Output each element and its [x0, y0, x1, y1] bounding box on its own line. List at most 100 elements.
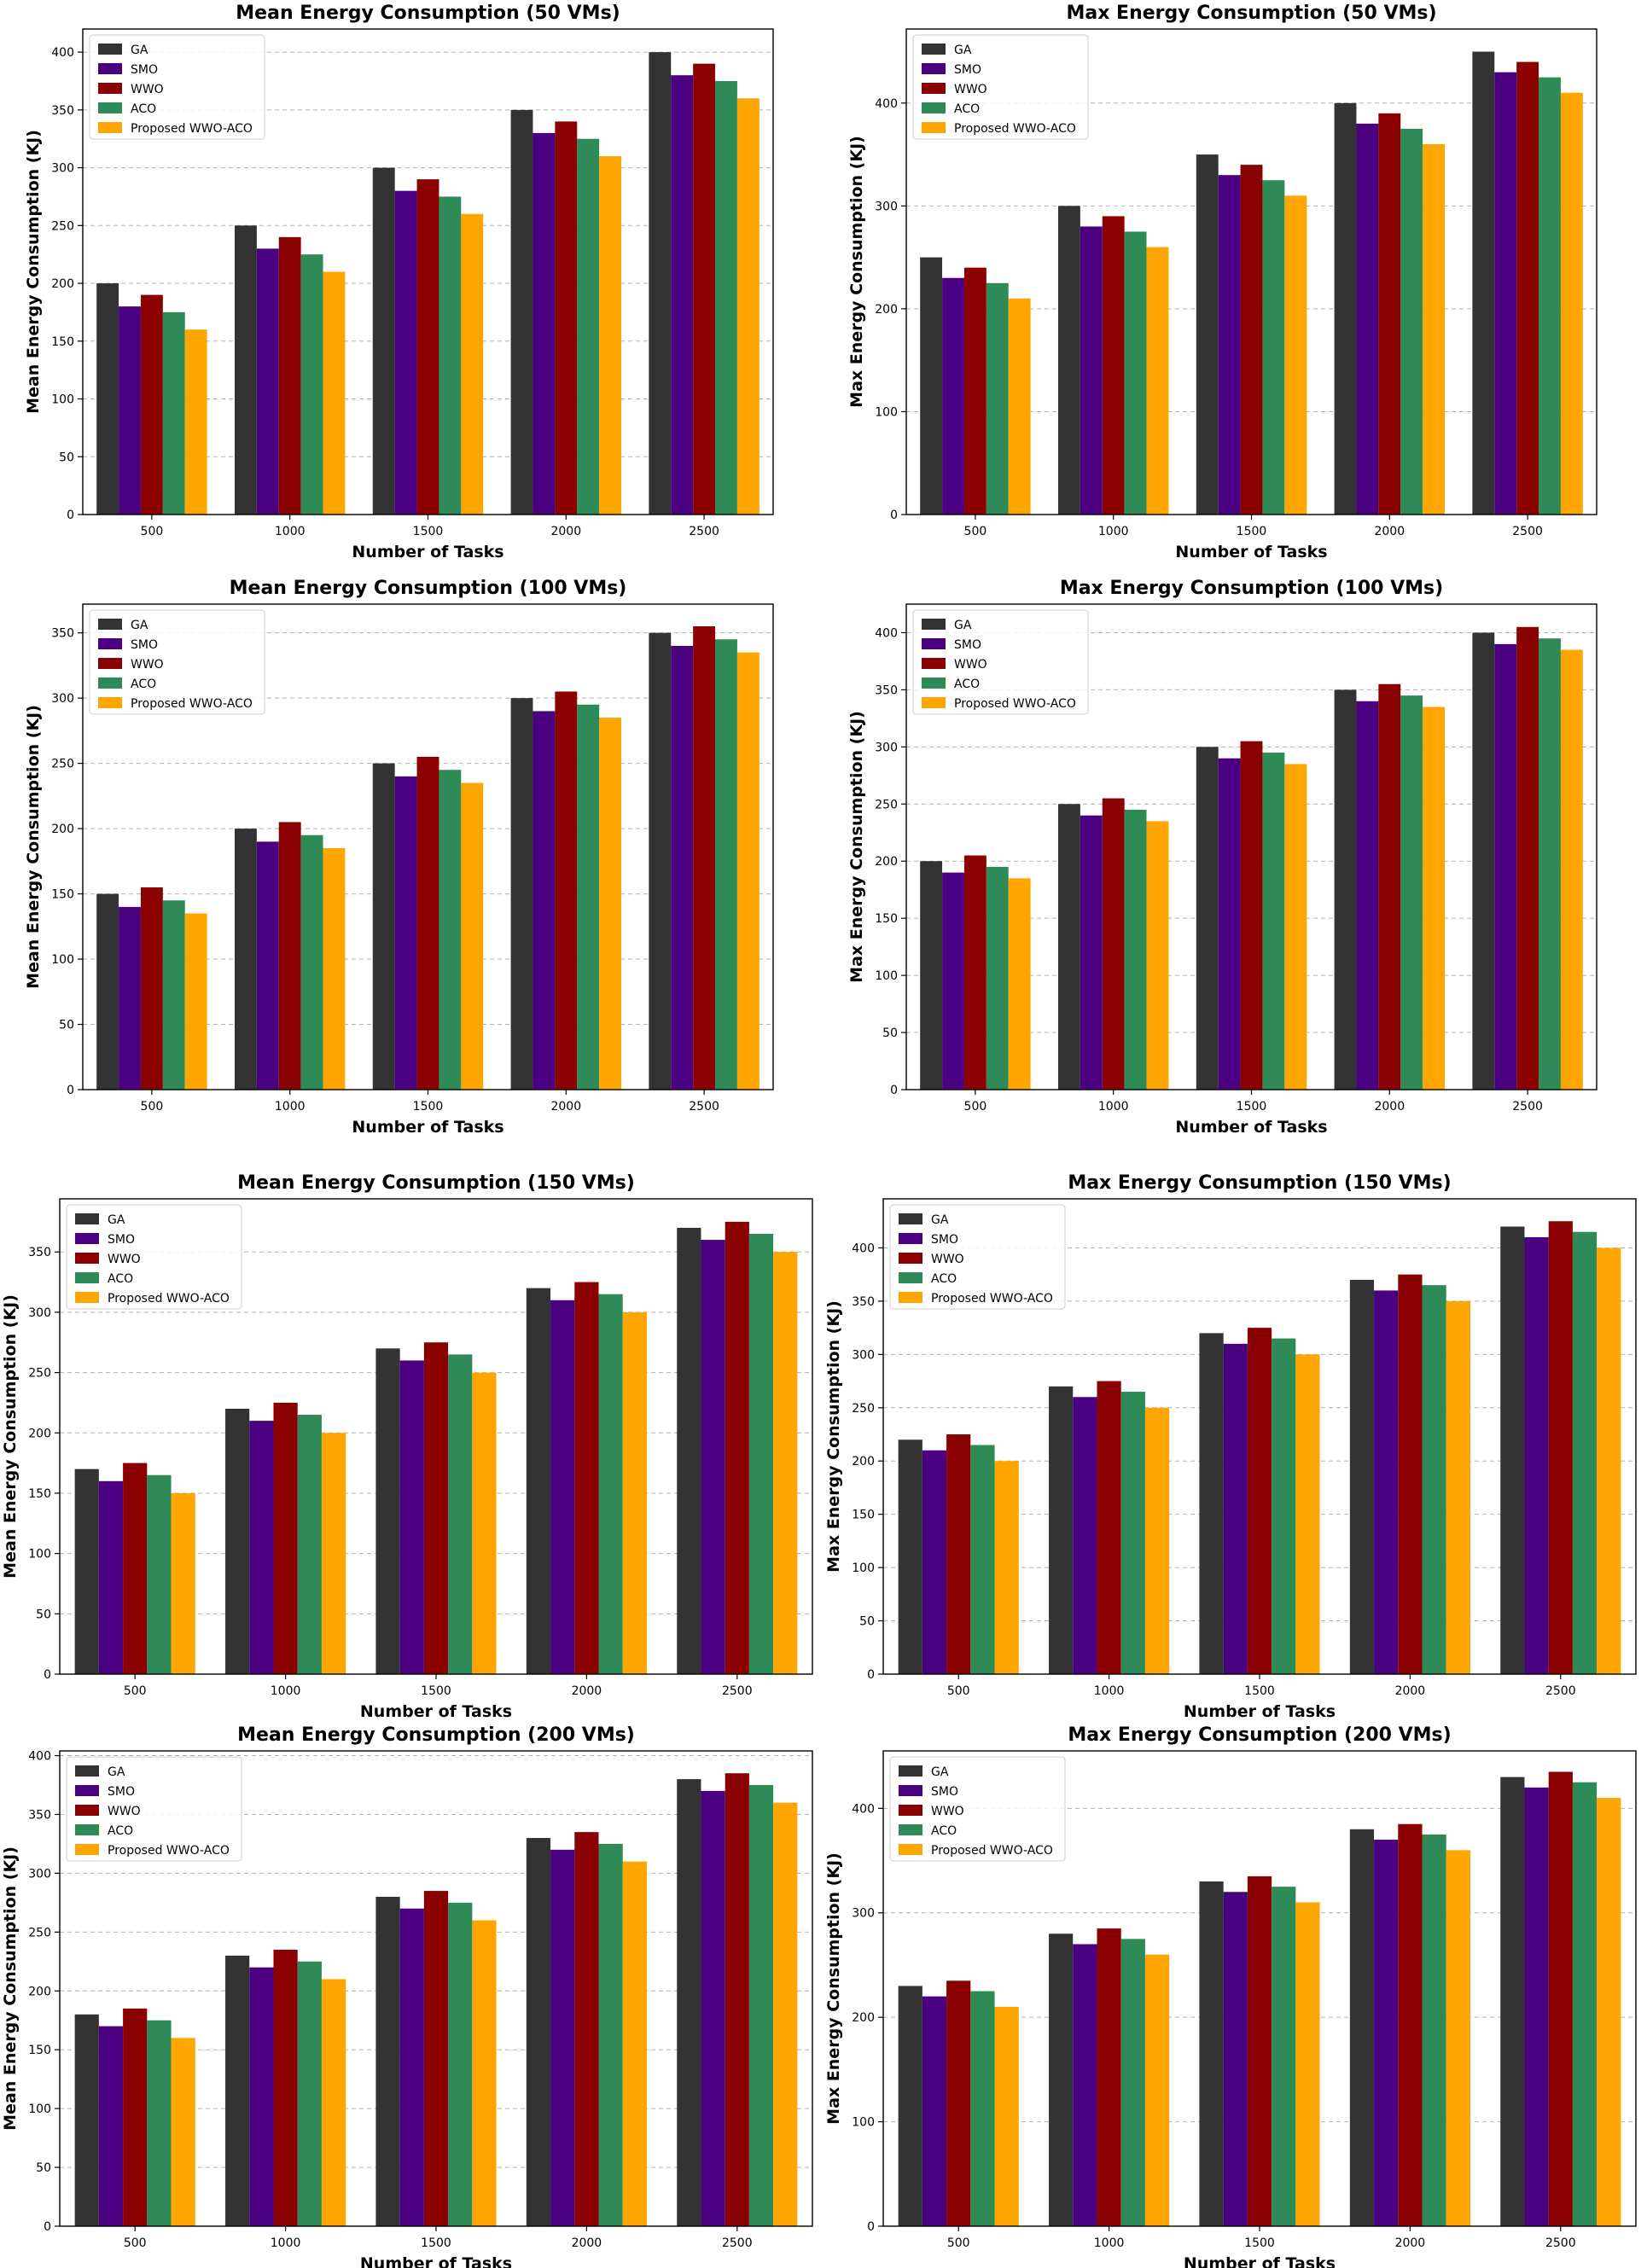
legend-label: GA	[108, 1765, 125, 1779]
bar-ga-500: GA: 170	[74, 1468, 99, 1674]
bar-wwo-2500: WWO: 425	[1548, 1221, 1573, 1674]
x-tick-label: 1500	[1237, 525, 1267, 538]
y-tick-label: 0	[67, 509, 74, 522]
y-tick-label: 100	[852, 2116, 875, 2130]
y-tick-label: 250	[28, 1367, 51, 1381]
bar-wwo-1500: WWO: 255	[416, 756, 439, 1090]
x-tick-label: 2500	[1545, 2236, 1576, 2250]
y-tick-label: 350	[28, 1246, 51, 1259]
bar-proposed-wwo-aco-1500: Proposed WWO-ACO: 310	[1295, 1902, 1320, 2226]
bar-wwo-500: WWO: 235	[946, 1980, 971, 2226]
legend-swatch	[899, 1253, 922, 1264]
legend-label: ACO	[131, 102, 156, 116]
bar-proposed-wwo-aco-1000: Proposed WWO-ACO: 200	[321, 1433, 346, 1674]
bar-ga-500: GA: 200	[920, 861, 943, 1090]
legend-swatch	[75, 1233, 99, 1244]
legend-swatch	[899, 1765, 922, 1777]
legend-swatch	[98, 638, 122, 649]
bar-ga-1500: GA: 330	[1199, 1881, 1224, 2226]
bar-smo-500: SMO: 180	[119, 306, 141, 515]
bar-proposed-wwo-aco-500: Proposed WWO-ACO: 160	[171, 2038, 195, 2226]
legend-swatch	[75, 1292, 99, 1303]
bar-smo-1000: SMO: 230	[256, 248, 279, 515]
legend-label: WWO	[931, 1253, 964, 1266]
y-tick-label: 150	[852, 1509, 875, 1522]
bar-ga-1500: GA: 270	[375, 1348, 400, 1674]
legend-label: WWO	[954, 658, 987, 672]
x-tick-label: 2000	[1395, 2236, 1426, 2250]
x-axis-label: Number of Tasks	[1175, 543, 1327, 561]
legend-swatch	[922, 658, 946, 669]
x-tick-label: 1000	[1098, 525, 1129, 538]
y-tick-label: 50	[36, 2161, 51, 2175]
y-tick-label: 0	[67, 1084, 74, 1097]
legend-label: SMO	[954, 63, 981, 77]
chart-title: Mean Energy Consumption (200 VMs)	[237, 1724, 635, 1746]
y-tick-label: 400	[28, 1750, 51, 1764]
chart-title: Max Energy Consumption (100 VMs)	[1060, 578, 1443, 599]
y-tick-label: 300	[852, 1907, 875, 1921]
legend-label: Proposed WWO-ACO	[954, 697, 1076, 711]
x-tick-label: 1500	[421, 1684, 451, 1698]
x-tick-label: 2500	[1512, 1100, 1543, 1114]
bar-wwo-1000: WWO: 285	[1097, 1928, 1121, 2226]
bar-proposed-wwo-aco-1500: Proposed WWO-ACO: 310	[1284, 195, 1307, 515]
x-tick-label: 2000	[1395, 1684, 1426, 1698]
legend-swatch	[899, 1213, 922, 1224]
bar-wwo-1500: WWO: 335	[1247, 1875, 1272, 2226]
legend-swatch	[922, 63, 946, 74]
bar-ga-2000: GA: 300	[510, 698, 533, 1090]
x-tick-label: 500	[947, 2236, 970, 2250]
bar-ga-1000: GA: 230	[225, 1955, 250, 2226]
legend-swatch	[922, 44, 946, 55]
bar-proposed-wwo-aco-1500: Proposed WWO-ACO: 250	[472, 1372, 497, 1674]
bar-smo-2500: SMO: 430	[1494, 72, 1517, 515]
bar-ga-1000: GA: 220	[225, 1408, 250, 1674]
y-tick-label: 0	[867, 1668, 875, 1682]
legend-label: Proposed WWO-ACO	[931, 1844, 1053, 1858]
bar-wwo-500: WWO: 240	[963, 267, 986, 515]
legend-label: Proposed WWO-ACO	[131, 122, 253, 136]
bar-smo-500: SMO: 170	[98, 2026, 124, 2226]
y-tick-label: 350	[852, 1295, 875, 1309]
bar-aco-2500: ACO: 425	[1539, 77, 1561, 515]
bar-smo-2000: SMO: 320	[550, 1849, 575, 2226]
bar-smo-1500: SMO: 280	[394, 190, 417, 515]
bar-ga-1500: GA: 300	[372, 167, 395, 515]
bar-aco-2500: ACO: 395	[1539, 638, 1561, 1090]
legend-swatch	[899, 1844, 922, 1855]
bar-proposed-wwo-aco-2000: Proposed WWO-ACO: 310	[599, 156, 622, 515]
bar-aco-2000: ACO: 345	[1400, 695, 1423, 1090]
legend-label: SMO	[931, 1785, 958, 1799]
x-tick-label: 1000	[271, 1684, 301, 1698]
bar-aco-500: ACO: 145	[162, 900, 185, 1090]
legend-label: GA	[931, 1765, 949, 1779]
legend-box	[66, 1204, 242, 1310]
chart-7: 050100150200250300350400GA: 180SMO: 170W…	[1, 1724, 813, 2268]
bar-proposed-wwo-aco-2000: Proposed WWO-ACO: 360	[1446, 1850, 1470, 2226]
bar-proposed-wwo-aco-2000: Proposed WWO-ACO: 285	[599, 718, 622, 1090]
chart-3: 050100150200250300350GA: 150SMO: 140WWO:…	[24, 578, 774, 1137]
y-tick-label: 250	[875, 798, 898, 811]
bar-proposed-wwo-aco-1000: Proposed WWO-ACO: 250	[1144, 1407, 1170, 1674]
bar-wwo-1000: WWO: 275	[1097, 1381, 1121, 1674]
bar-aco-1000: ACO: 275	[1124, 231, 1147, 515]
bar-ga-2500: GA: 400	[1472, 632, 1495, 1090]
bar-smo-2500: SMO: 420	[1524, 1787, 1549, 2226]
legend-swatch	[98, 122, 122, 133]
bar-ga-2000: GA: 320	[526, 1288, 551, 1674]
x-tick-label: 2500	[689, 1100, 719, 1114]
bar-smo-1500: SMO: 290	[1218, 758, 1241, 1090]
bar-proposed-wwo-aco-2500: Proposed WWO-ACO: 410	[1597, 1798, 1621, 2226]
x-axis-label: Number of Tasks	[352, 543, 503, 561]
legend-label: WWO	[954, 83, 987, 96]
bar-smo-1000: SMO: 220	[249, 1967, 274, 2226]
y-tick-label: 100	[28, 1548, 51, 1561]
legend-label: WWO	[108, 1805, 141, 1818]
bar-smo-500: SMO: 230	[942, 277, 964, 515]
legend-label: Proposed WWO-ACO	[954, 122, 1076, 136]
y-tick-label: 100	[28, 2102, 51, 2116]
legend-swatch	[899, 1292, 922, 1303]
legend-box	[89, 609, 265, 715]
x-tick-label: 1000	[1094, 2236, 1125, 2250]
